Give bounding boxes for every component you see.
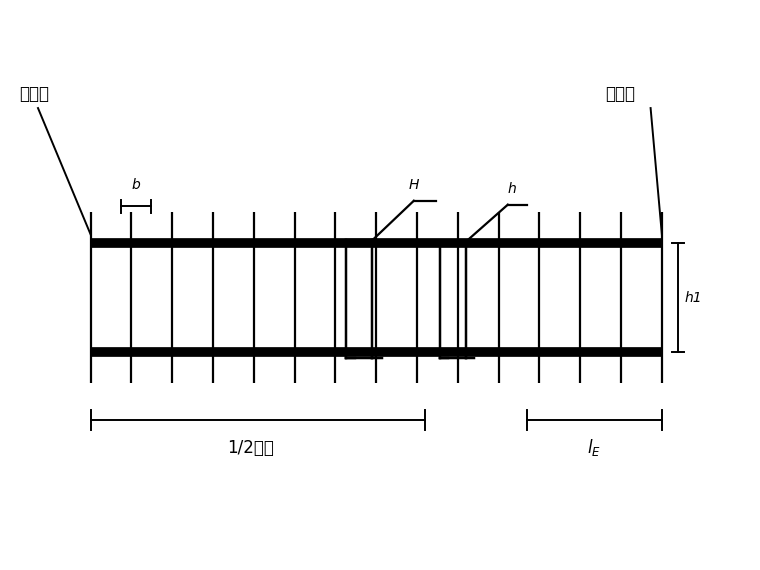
Text: b: b xyxy=(131,178,140,192)
Text: 架立筋: 架立筋 xyxy=(606,85,635,103)
Text: $l_E$: $l_E$ xyxy=(587,437,601,458)
Text: H: H xyxy=(409,178,419,192)
Text: 1/2墙高: 1/2墙高 xyxy=(227,439,274,458)
Text: 定位筋: 定位筋 xyxy=(19,85,49,103)
Text: h: h xyxy=(507,182,516,196)
Text: h1: h1 xyxy=(685,291,702,304)
